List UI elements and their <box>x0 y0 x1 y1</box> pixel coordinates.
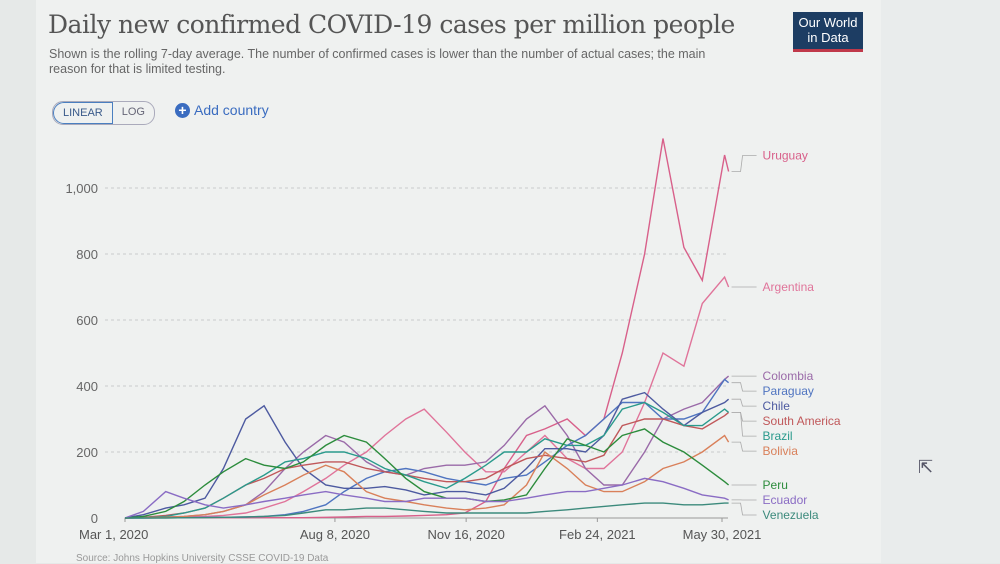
label-connector <box>732 399 757 406</box>
label-connector <box>732 383 757 391</box>
source-note: Source: Johns Hopkins University CSSE CO… <box>76 553 328 564</box>
series-label: South America <box>763 414 841 428</box>
series-line-colombia <box>125 376 729 518</box>
series-label: Bolivia <box>763 444 799 458</box>
series-label: Chile <box>763 399 791 413</box>
label-connector <box>732 412 757 421</box>
series-label: Venezuela <box>763 508 819 522</box>
x-tick-label: Feb 24, 2021 <box>559 527 636 542</box>
x-tick-label: May 30, 2021 <box>683 527 762 542</box>
label-connector <box>732 503 757 515</box>
series-label: Uruguay <box>763 149 808 163</box>
label-connector <box>732 412 757 436</box>
label-connector <box>732 156 757 172</box>
series-label: Colombia <box>763 369 814 383</box>
y-tick-label: 0 <box>91 511 98 526</box>
x-tick-label: Mar 1, 2020 <box>79 527 148 542</box>
x-tick-label: Aug 8, 2020 <box>300 527 370 542</box>
series-line-brazil <box>125 403 729 519</box>
y-tick-label: 800 <box>76 247 98 262</box>
series-line-paraguay <box>125 379 729 518</box>
series-label: Argentina <box>763 280 815 294</box>
series-label: Peru <box>763 478 788 492</box>
label-connector <box>732 442 757 451</box>
series-label: Ecuador <box>763 493 808 507</box>
y-tick-label: 600 <box>76 313 98 328</box>
series-label: Brazil <box>763 429 793 443</box>
x-tick-label: Nov 16, 2020 <box>427 527 504 542</box>
y-tick-label: 1,000 <box>65 181 98 196</box>
series-label: Paraguay <box>763 384 814 398</box>
mouse-cursor-icon: ⇱ <box>918 457 933 478</box>
y-tick-label: 200 <box>76 445 98 460</box>
y-tick-label: 400 <box>76 379 98 394</box>
